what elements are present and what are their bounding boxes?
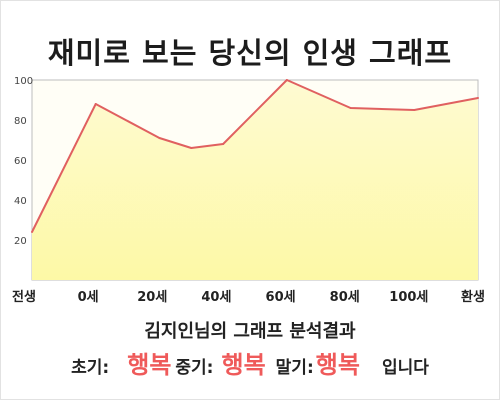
result-ending: 입니다 — [381, 358, 429, 378]
data-point — [31, 231, 33, 233]
x-axis-ticks: 전생 0세 20세 40세 60세 80세 100세 환생 — [12, 289, 485, 305]
late-life-value: 행복 — [315, 351, 360, 379]
middle-life-label: 중기: — [175, 358, 214, 378]
analysis-summary: 김지인님의 그래프 분석결과 — [144, 321, 356, 342]
y-tick-label: 60 — [14, 156, 27, 167]
y-tick-label: 80 — [14, 116, 27, 127]
data-point — [94, 103, 97, 105]
y-tick-label: 40 — [14, 196, 27, 207]
data-point — [158, 137, 161, 139]
x-tick-label: 환생 — [461, 289, 485, 305]
x-tick-label: 80세 — [330, 290, 360, 305]
x-tick-label: 100세 — [389, 290, 428, 305]
y-tick-label: 20 — [14, 236, 27, 247]
x-tick-label: 60세 — [266, 290, 296, 305]
data-point — [349, 107, 352, 109]
analysis-result: 초기: 행복 중기: 행복 말기:행복 입니다 — [0, 345, 500, 380]
data-point — [190, 147, 193, 149]
data-point — [413, 109, 416, 111]
early-life-label: 초기: — [71, 358, 110, 378]
x-tick-label: 전생 — [12, 289, 36, 305]
x-tick-label: 40세 — [201, 290, 231, 305]
data-point — [285, 79, 288, 81]
y-tick-label: 100 — [14, 76, 33, 87]
data-point — [222, 143, 225, 145]
early-life-value: 행복 — [127, 351, 172, 379]
late-life-label: 말기: — [275, 358, 314, 378]
data-point — [477, 97, 479, 99]
x-tick-label: 20세 — [137, 290, 167, 305]
y-axis-ticks: 20 40 60 80 100 — [14, 76, 33, 247]
life-chart: 20 40 60 80 100 전생 0세 20세 40세 60세 80세 100세 환생 — [12, 76, 485, 305]
line-layer — [31, 79, 479, 233]
middle-life-value: 행복 — [221, 351, 266, 379]
page-title: 재미로 보는 당신의 인생 그래프 — [47, 36, 453, 70]
x-tick-label: 0세 — [78, 290, 99, 305]
